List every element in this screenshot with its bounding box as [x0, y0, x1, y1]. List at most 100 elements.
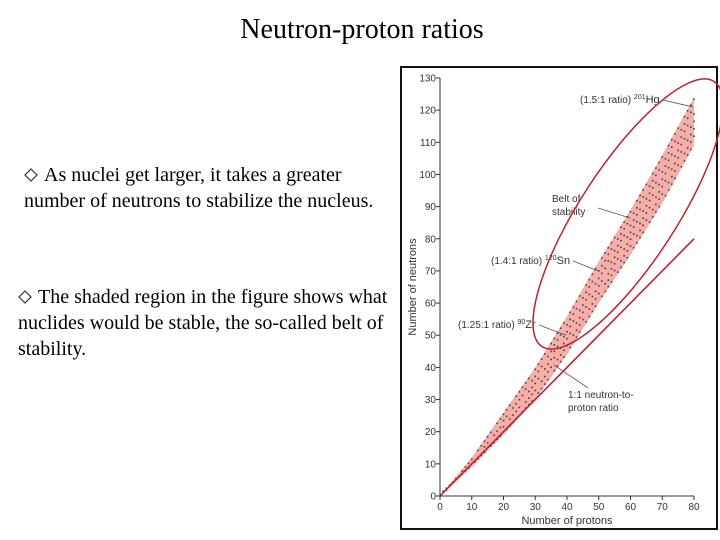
- nuclide-point: [667, 152, 670, 154]
- nuclide-point: [645, 219, 648, 221]
- nuclide-point: [496, 430, 498, 433]
- nuclide-point: [518, 391, 521, 393]
- nuclide-point: [670, 175, 673, 178]
- diamond-bullet-icon: [18, 290, 32, 304]
- nuclide-point: [537, 392, 540, 394]
- nuclide-point: [594, 267, 597, 270]
- nuclide-point: [674, 177, 676, 180]
- nuclide-point: [629, 238, 632, 240]
- nuclide-point: [690, 148, 692, 151]
- nuclide-point: [639, 194, 641, 197]
- x-tick-label: 20: [498, 502, 510, 513]
- nuclide-point: [632, 233, 635, 235]
- nuclide-point: [601, 264, 603, 267]
- nuclide-point: [651, 194, 654, 197]
- nuclide-point: [667, 159, 670, 162]
- nuclide-point: [559, 327, 562, 329]
- y-tick-label: 130: [419, 74, 436, 85]
- nuclide-point: [588, 308, 591, 310]
- nuclide-point: [563, 342, 565, 345]
- nuclide-point: [569, 318, 571, 321]
- nuclide-point: [617, 238, 619, 240]
- belt-leader: [597, 207, 631, 219]
- one-to-one-line: [439, 238, 695, 497]
- nuclide-point: [629, 224, 632, 227]
- nuclide-point: [655, 181, 657, 184]
- nuclide-point: [651, 179, 654, 182]
- nuclide-point: [563, 356, 565, 358]
- nuclide-point: [534, 368, 537, 371]
- nuclide-point: [623, 255, 625, 257]
- one-to-one-label: 1:1 neutron-to-: [568, 390, 634, 401]
- nuclide-point: [575, 322, 578, 324]
- nuclide-point: [569, 325, 571, 328]
- x-tick-label: 10: [466, 502, 478, 513]
- nuclide-point: [467, 462, 470, 465]
- nuclide-point: [690, 126, 692, 128]
- nuclide-point: [531, 400, 533, 402]
- nuclide-point: [496, 422, 498, 425]
- nuclide-point: [632, 212, 635, 215]
- nuclide-point: [651, 216, 654, 218]
- nuclide-point: [483, 446, 486, 448]
- x-tick-label: 0: [437, 502, 443, 513]
- nuclide-point: [686, 154, 689, 156]
- x-tick-label: 30: [530, 502, 542, 513]
- nuclide-point: [534, 375, 537, 378]
- nuclide-point: [664, 172, 667, 175]
- nuclide-point: [540, 365, 543, 368]
- nuclide-point: [512, 414, 514, 416]
- y-tick-label: 100: [419, 170, 436, 181]
- nuclide-point: [645, 205, 648, 207]
- nuclide-point: [670, 183, 673, 185]
- x-tick-label: 70: [657, 502, 669, 513]
- nuclide-point: [604, 290, 606, 293]
- nuclide-point: [664, 165, 667, 167]
- nuclide-point: [534, 389, 537, 392]
- bullet-1-text: As nuclei get larger, it takes a greater…: [24, 164, 374, 212]
- nuclide-point: [486, 436, 489, 438]
- nuclide-point: [521, 394, 524, 397]
- nuclide-point: [585, 320, 587, 323]
- nuclide-point: [470, 458, 473, 461]
- nuclide-point: [515, 395, 517, 398]
- nuclide-point: [445, 487, 448, 490]
- nuclide-point: [639, 201, 641, 204]
- nuclide-point: [553, 337, 556, 340]
- nuclide-point: [543, 383, 546, 385]
- nuclide-point: [597, 277, 600, 280]
- nuclide-point: [661, 185, 664, 188]
- nuclide-point: [626, 256, 629, 259]
- nuclide-point: [553, 344, 556, 346]
- nuclide-point: [556, 332, 559, 335]
- y-tick-label: 20: [425, 427, 437, 438]
- nuclide-point: [642, 224, 644, 227]
- nuclide-point: [550, 342, 552, 345]
- y-tick-label: 90: [425, 202, 437, 213]
- nuclide-point: [648, 199, 651, 202]
- nuclide-point: [578, 331, 581, 333]
- nuclide-point: [661, 178, 664, 181]
- nuclide-point: [693, 135, 695, 137]
- nuclide-point: [591, 295, 594, 298]
- bullet-1: As nuclei get larger, it takes a greater…: [24, 162, 404, 214]
- nuclide-point: [623, 234, 625, 237]
- nuclide-point: [559, 334, 562, 336]
- nuclide-point: [620, 259, 622, 262]
- nuclide-point: [658, 161, 660, 164]
- nuclide-point: [693, 98, 695, 101]
- nuclide-point: [496, 438, 498, 441]
- nuclide-point: [620, 226, 622, 228]
- nuclide-point: [585, 291, 587, 294]
- nuclide-point: [604, 267, 606, 270]
- nuclide-point: [480, 445, 483, 447]
- nuclide-point: [490, 445, 492, 447]
- nuclide-point: [674, 140, 676, 143]
- nuclide-point: [591, 280, 594, 283]
- nuclide-point: [667, 181, 670, 184]
- nuclide-point: [613, 256, 616, 259]
- nuclide-point: [601, 280, 603, 282]
- nuclide-point: [607, 272, 610, 275]
- nuclide-point: [575, 329, 578, 331]
- nuclide-point: [629, 231, 632, 234]
